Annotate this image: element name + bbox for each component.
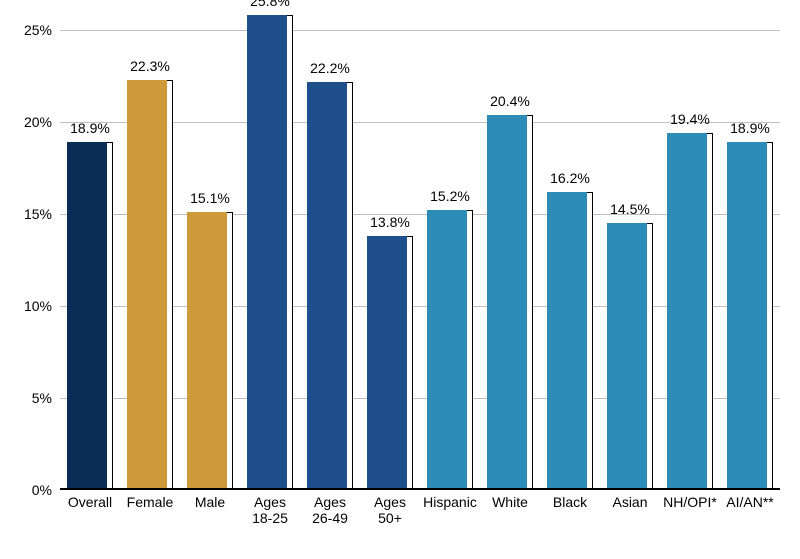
bar-slot: 22.2% xyxy=(300,30,360,490)
bar-slot: 18.9% xyxy=(720,30,780,490)
bar-value-label: 25.8% xyxy=(228,0,312,9)
bar-side xyxy=(467,210,473,490)
bar-side xyxy=(707,133,713,490)
y-tick-label: 5% xyxy=(4,390,52,406)
bar xyxy=(427,210,467,490)
bar-value-label: 18.9% xyxy=(708,120,792,136)
bar-side xyxy=(167,80,173,490)
bar xyxy=(547,192,587,490)
x-tick-label: Ages18-25 xyxy=(240,494,300,526)
bar-side xyxy=(647,223,653,490)
bar-slot: 22.3% xyxy=(120,30,180,490)
bar xyxy=(727,142,767,490)
y-tick-label: 15% xyxy=(4,206,52,222)
bar xyxy=(367,236,407,490)
bar-side xyxy=(347,82,353,490)
x-tick-label: AI/AN** xyxy=(720,494,780,510)
x-tick-label: Hispanic xyxy=(420,494,480,510)
bar-side xyxy=(227,212,233,490)
y-tick-label: 0% xyxy=(4,482,52,498)
x-tick-label: Black xyxy=(540,494,600,510)
bar-slot: 16.2% xyxy=(540,30,600,490)
x-tick-label: Overall xyxy=(60,494,120,510)
bar-side xyxy=(767,142,773,490)
bar-side xyxy=(287,15,293,490)
bar xyxy=(127,80,167,490)
x-tick-label: Ages26-49 xyxy=(300,494,360,526)
x-tick-label: White xyxy=(480,494,540,510)
x-tick-label: NH/OPI* xyxy=(660,494,720,510)
bar-side xyxy=(107,142,113,490)
plot-area: 18.9%22.3%15.1%25.8%22.2%13.8%15.2%20.4%… xyxy=(60,30,780,490)
bars-layer: 18.9%22.3%15.1%25.8%22.2%13.8%15.2%20.4%… xyxy=(60,30,780,490)
x-tick-label: Asian xyxy=(600,494,660,510)
bar xyxy=(67,142,107,490)
x-tick-label: Ages50+ xyxy=(360,494,420,526)
bar-chart: 18.9%22.3%15.1%25.8%22.2%13.8%15.2%20.4%… xyxy=(0,0,800,559)
y-tick-label: 25% xyxy=(4,22,52,38)
bar-slot: 25.8% xyxy=(240,30,300,490)
bar-slot: 18.9% xyxy=(60,30,120,490)
x-tick-label: Male xyxy=(180,494,240,510)
bar xyxy=(187,212,227,490)
bar-slot: 13.8% xyxy=(360,30,420,490)
bar xyxy=(607,223,647,490)
bar xyxy=(487,115,527,490)
y-tick-label: 20% xyxy=(4,114,52,130)
bar xyxy=(307,82,347,490)
bar-side xyxy=(407,236,413,490)
bar xyxy=(667,133,707,490)
x-axis-baseline xyxy=(60,488,780,490)
y-tick-label: 10% xyxy=(4,298,52,314)
bar xyxy=(247,15,287,490)
x-tick-label: Female xyxy=(120,494,180,510)
bar-side xyxy=(587,192,593,490)
bar-slot: 14.5% xyxy=(600,30,660,490)
bar-slot: 19.4% xyxy=(660,30,720,490)
bar-slot: 20.4% xyxy=(480,30,540,490)
bar-slot: 15.1% xyxy=(180,30,240,490)
